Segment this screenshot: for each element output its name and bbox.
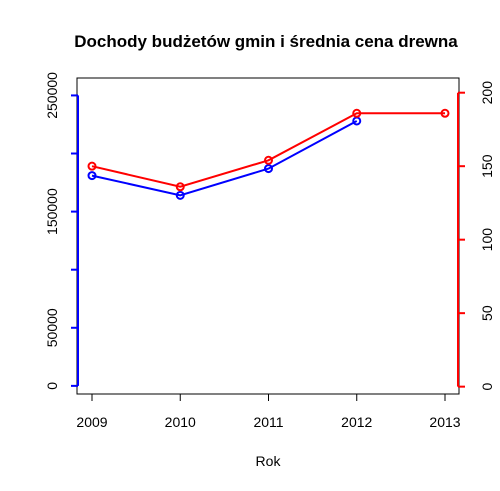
series-line-left [91,120,358,197]
data-point-right [175,182,185,192]
x-tick-label: 2011 [253,414,283,430]
x-tick-label: 2010 [165,414,196,430]
data-point-right [264,155,273,165]
x-tick-label: 2012 [341,414,372,430]
chart-title: Dochody budżetów gmin i średnia cena dre… [74,32,458,51]
data-point-right [352,108,362,118]
right-tick-label: 150 [479,154,495,178]
right-tick-label: 0 [479,383,495,391]
left-tick-label: 0 [44,382,60,390]
left-tick-label: 50000 [44,308,60,347]
left-tick-label: 150000 [44,188,60,235]
series-layer [87,108,450,200]
data-point-right [440,108,450,118]
right-tick-label: 100 [479,228,495,252]
series-line-right [91,112,445,188]
x-tick-label: 2013 [429,414,460,430]
left-axis: 0 50000 150000 250000 [44,72,79,390]
x-tick-label: 2009 [76,414,107,430]
right-axis: 0 50 100 150 200 [457,81,495,391]
right-tick-label: 200 [479,81,495,105]
left-tick-label: 250000 [44,72,60,119]
right-tick-label: 50 [479,305,495,321]
data-point-left [175,190,185,200]
data-point-left [87,171,97,181]
plot-box [76,77,460,395]
data-point-right [87,161,97,171]
data-point-left [264,164,273,174]
x-axis: 2009 2010 2011 2012 2013 [76,394,461,430]
x-axis-label: Rok [256,453,282,469]
